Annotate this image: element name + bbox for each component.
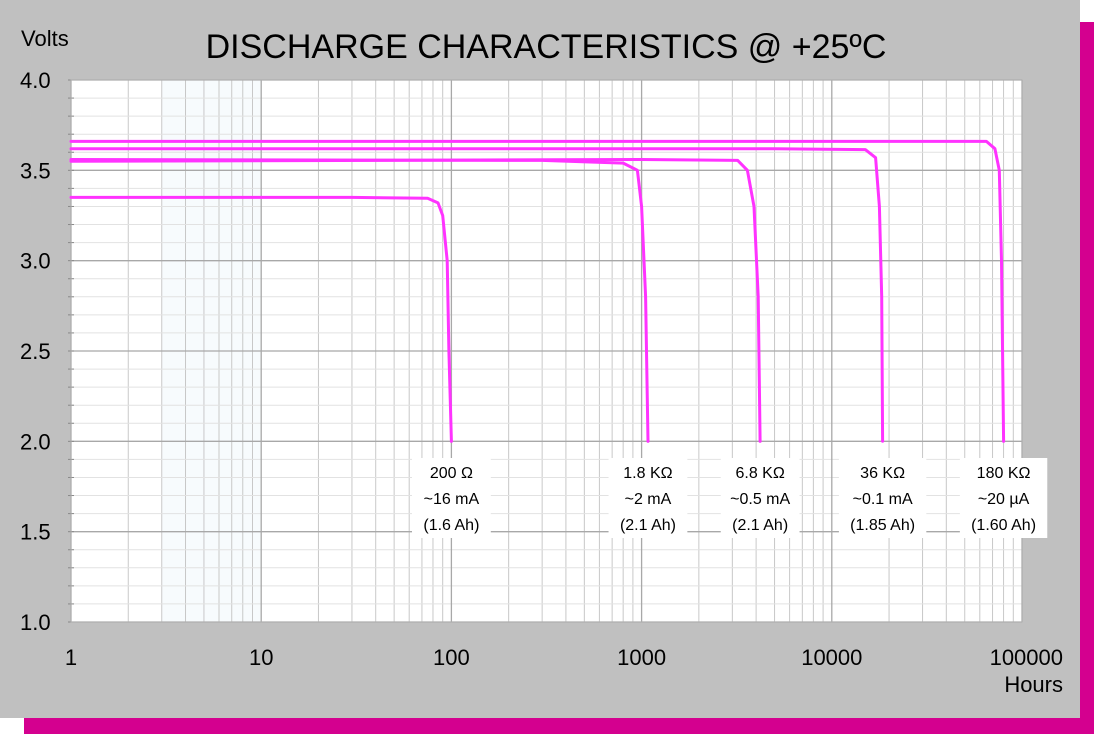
annotation-line: ~16 mA (424, 491, 480, 508)
annotation-line: ~2 mA (625, 491, 672, 508)
x-tick-label: 10 (249, 645, 273, 670)
x-tick-label: 100 (433, 645, 470, 670)
y-tick-label: 1.0 (20, 610, 51, 635)
annotation-4: 36 KΩ ~0.1 mA (1.85 Ah) (838, 458, 927, 538)
plot-frame (70, 79, 1023, 623)
annotation-line: (1.85 Ah) (850, 517, 915, 534)
y-tick-label: 2.0 (20, 429, 51, 454)
annotation-5: 180 KΩ ~20 µA (1.60 Ah) (959, 458, 1048, 538)
annotation-line: 200 Ω (430, 465, 473, 482)
annotation-line: ~0.5 mA (730, 491, 790, 508)
annotation-line: (2.1 Ah) (620, 517, 676, 534)
series-line-4 (69, 147, 885, 443)
annotation-1: 200 Ω ~16 mA (1.6 Ah) (412, 458, 491, 538)
annotation-3: 6.8 KΩ ~0.5 mA (2.1 Ah) (720, 458, 800, 538)
x-tick-label: 100000 (990, 645, 1063, 670)
chart-title: DISCHARGE CHARACTERISTICS @ +25ºC (206, 28, 887, 66)
y-tick-label: 3.5 (20, 158, 51, 183)
annotation-line: 1.8 KΩ (623, 465, 672, 482)
annotation-2: 1.8 KΩ ~2 mA (2.1 Ah) (608, 458, 688, 538)
x-tick-label: 1 (65, 645, 77, 670)
series-line-5 (69, 139, 1006, 443)
annotation-line: ~0.1 mA (853, 491, 913, 508)
y-tick-label: 4.0 (20, 68, 51, 93)
y-tick-label: 1.5 (20, 520, 51, 545)
annotation-line: (2.1 Ah) (732, 517, 788, 534)
series-line-3 (69, 158, 762, 443)
annotation-bg (412, 458, 491, 538)
annotation-line: (1.60 Ah) (971, 517, 1036, 534)
annotation-line: 180 KΩ (977, 465, 1031, 482)
y-tick-labels: 1.0 1.5 2.0 2.5 3.0 3.5 4.0 (20, 68, 51, 635)
annotation-line: 6.8 KΩ (735, 465, 784, 482)
annotation-bg (838, 458, 927, 538)
series-line-1 (69, 195, 453, 443)
x-tick-labels: 1 10 100 1000 10000 100000 (65, 645, 1063, 670)
annotation-line: ~20 µA (978, 491, 1030, 508)
annotation-bg (959, 458, 1048, 538)
x-tick-label: 10000 (801, 645, 862, 670)
annotation-bg (608, 458, 688, 538)
annotation-bg (720, 458, 800, 538)
annotation-group: 200 Ω~16 mA(1.6 Ah)1.8 KΩ~2 mA(2.1 Ah)6.… (412, 458, 1048, 538)
annotation-line: 36 KΩ (860, 465, 905, 482)
y-tick-label: 3.0 (20, 249, 51, 274)
y-tick-label: 2.5 (20, 339, 51, 364)
x-tick-label: 1000 (617, 645, 666, 670)
annotation-line: (1.6 Ah) (423, 517, 479, 534)
series-group (69, 139, 1006, 443)
x-axis-label: Hours (1004, 672, 1063, 697)
y-axis-label: Volts (21, 26, 69, 51)
